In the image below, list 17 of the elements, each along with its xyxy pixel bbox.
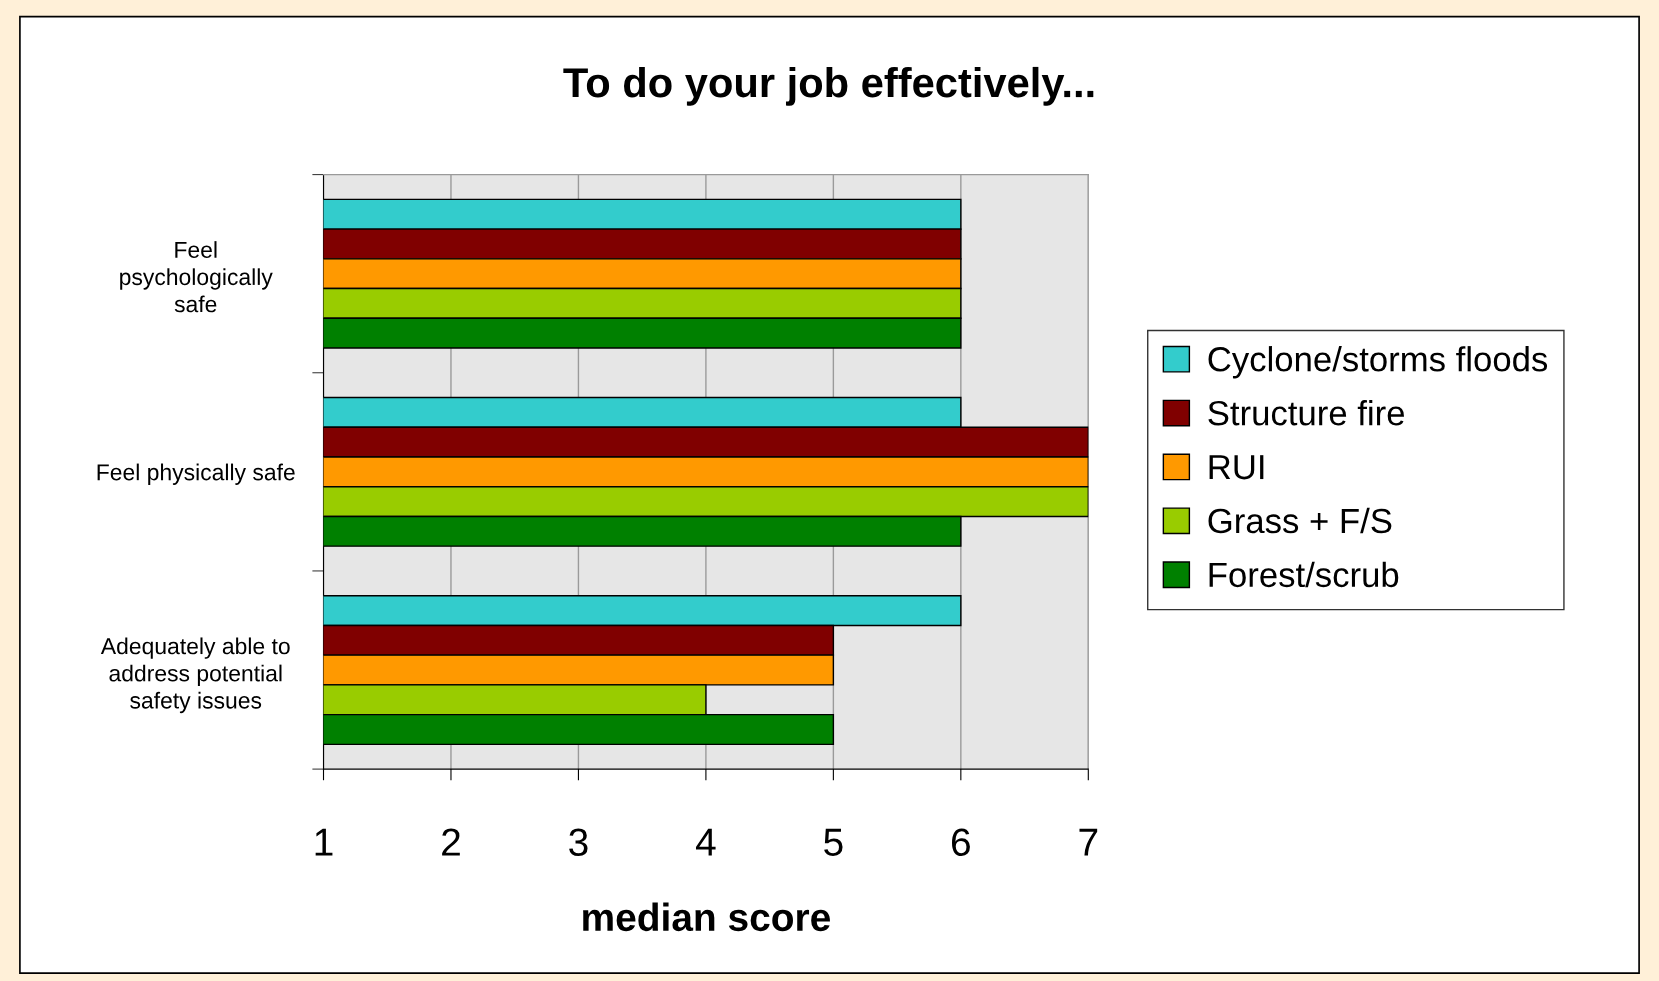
legend-label: Grass + F/S bbox=[1208, 507, 1392, 534]
legend-label: Structure fire bbox=[1208, 400, 1404, 426]
x-tick-label: 7 bbox=[1079, 828, 1098, 856]
x-tick-label: 1 bbox=[315, 828, 333, 856]
x-tick-label: 4 bbox=[695, 828, 716, 856]
legend-label: Cyclone/storms floods bbox=[1208, 346, 1548, 379]
y-tick-label: Adequately able to address potential safety issues bbox=[100, 637, 290, 714]
x-tick-label: 6 bbox=[952, 828, 970, 856]
legend-label: Forest/scrub bbox=[1209, 561, 1399, 588]
x-axis-title: median score bbox=[583, 902, 830, 932]
x-tick-label: 3 bbox=[569, 828, 588, 856]
legend-label: RUI bbox=[1209, 455, 1264, 480]
y-tick-label: Feel psychologically safe bbox=[120, 241, 273, 313]
x-tick-label: 5 bbox=[824, 828, 843, 856]
x-tick-label: 2 bbox=[442, 828, 460, 856]
chart-title: To do your job effectively... bbox=[563, 66, 1094, 106]
y-tick-label: Feel physically safe bbox=[97, 463, 295, 485]
